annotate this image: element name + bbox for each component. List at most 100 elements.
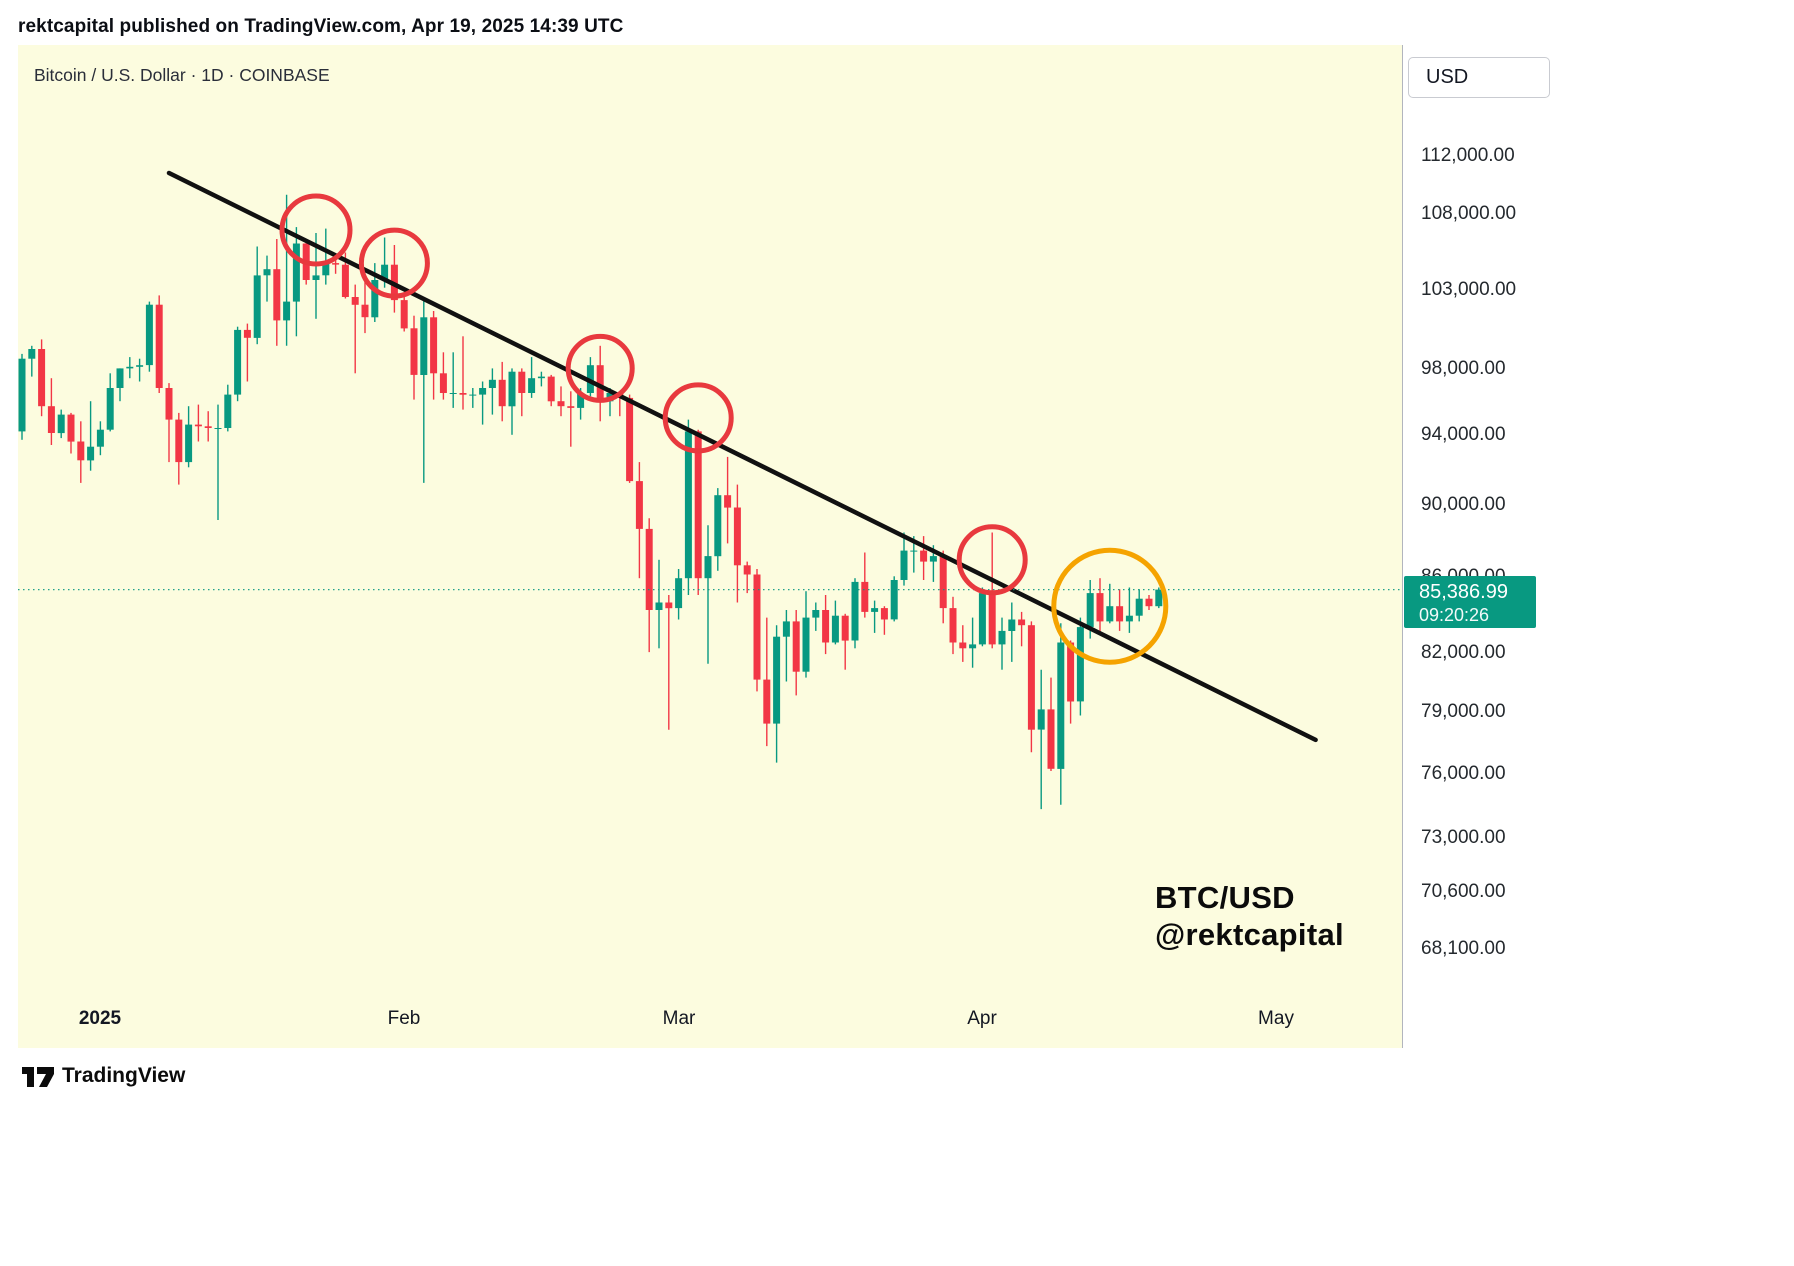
price-axis-label: 108,000.00 (1421, 203, 1517, 224)
current-price-value: 85,386.99 (1419, 581, 1508, 603)
candle-body (165, 388, 173, 420)
candle-body (28, 349, 36, 359)
candle-body (361, 304, 369, 318)
candle-body (635, 481, 643, 529)
candle-body (1096, 593, 1104, 622)
candle-body (577, 393, 585, 408)
candle-body (1057, 642, 1065, 769)
candle-body (998, 630, 1006, 645)
candle-body (1135, 598, 1143, 616)
candle-body (263, 269, 271, 276)
tradingview-brand-link[interactable]: TradingView (62, 1064, 186, 1087)
watermark-symbol: BTC/USD (1155, 880, 1295, 915)
candle-body (890, 580, 898, 620)
candle-body (753, 574, 761, 680)
publish-info: rektcapital published on TradingView.com… (18, 16, 624, 37)
candle-body (136, 365, 144, 367)
candle-body (1008, 619, 1016, 631)
candle-body (430, 317, 438, 374)
candle-body (185, 424, 193, 463)
price-axis-label: 90,000.00 (1421, 494, 1506, 515)
candle-body (861, 581, 869, 612)
orange-circle-annotation[interactable] (1051, 547, 1169, 665)
currency-selector-button[interactable]: USD (1408, 57, 1550, 98)
symbol-title: Bitcoin / U.S. Dollar · 1D · COINBASE (34, 65, 330, 85)
candle-body (537, 376, 545, 379)
candle-body (704, 556, 712, 579)
candle-body (341, 264, 349, 297)
candle-body (1018, 619, 1026, 626)
candle-body (224, 394, 232, 428)
candle-body (567, 406, 575, 408)
candle-body (47, 406, 55, 433)
price-axis[interactable]: USD 85,386.99 09:20:26 112,000.00 108,000… (1402, 45, 1794, 1048)
candle-body (312, 275, 320, 280)
candle-body (841, 615, 849, 641)
price-chart[interactable] (18, 45, 1402, 1048)
candle-body (626, 397, 634, 482)
candle-body (763, 679, 771, 724)
red-circle-annotation[interactable] (279, 193, 353, 267)
red-circle-annotation[interactable] (358, 227, 430, 299)
price-axis-label: 70,600.00 (1421, 881, 1506, 902)
candle-body (126, 366, 134, 369)
candle-body (684, 431, 692, 579)
candle-body (18, 358, 26, 432)
candle-body (988, 593, 996, 645)
candle-body (204, 426, 212, 428)
candle-body (655, 602, 663, 610)
candle-body (1106, 606, 1114, 622)
tradingview-logo-icon[interactable] (21, 1062, 55, 1089)
candle-body (665, 602, 673, 609)
candle-body (479, 388, 487, 395)
candle-body (1086, 593, 1094, 628)
candle-body (959, 642, 967, 649)
current-price-badge: 85,386.99 09:20:26 (1404, 576, 1536, 628)
candle-body (929, 556, 937, 562)
candle-body (1125, 615, 1133, 622)
candle-body (96, 429, 104, 447)
candle-body (498, 379, 506, 407)
red-circle-annotation[interactable] (662, 382, 734, 454)
candle-body (528, 378, 536, 393)
price-axis-label: 98,000.00 (1421, 358, 1506, 379)
red-circle-annotation[interactable] (565, 333, 635, 403)
candle-body (1076, 627, 1084, 702)
candle-body (645, 528, 653, 610)
red-circle-annotation[interactable] (956, 524, 1028, 596)
chart-area[interactable]: Bitcoin / U.S. Dollar · 1D · COINBASE BT… (18, 45, 1402, 1048)
candle-body (439, 373, 447, 393)
candle-body (1047, 709, 1055, 769)
price-axis-label: 82,000.00 (1421, 642, 1506, 663)
candle-body (773, 636, 781, 724)
candle-body (214, 428, 222, 429)
candle-body (253, 275, 261, 338)
candle-body (38, 349, 46, 407)
descending-trendline[interactable] (166, 170, 1318, 743)
candle-body (243, 329, 251, 338)
candle-body (488, 379, 496, 388)
candle-body (596, 365, 604, 402)
candle-body (518, 371, 526, 393)
candle-body (292, 243, 300, 302)
candle-body (410, 328, 418, 375)
candle-body (812, 610, 820, 618)
price-axis-label: 94,000.00 (1421, 424, 1506, 445)
candle-body (675, 578, 683, 609)
candle-body (1116, 606, 1124, 622)
price-axis-label: 76,000.00 (1421, 763, 1506, 784)
candle-body (1155, 589, 1163, 607)
candle-body (371, 280, 379, 318)
candle-body (332, 263, 340, 265)
candle-body (822, 610, 830, 643)
candle-body (920, 550, 928, 562)
candle-body (508, 371, 516, 407)
candle-body (322, 263, 330, 276)
candle-body (910, 550, 918, 552)
candle-body (67, 414, 75, 442)
candle-body (969, 644, 977, 649)
candle-body (714, 495, 722, 557)
bar-close-countdown: 09:20:26 (1419, 605, 1490, 625)
price-axis-label: 79,000.00 (1421, 701, 1506, 722)
